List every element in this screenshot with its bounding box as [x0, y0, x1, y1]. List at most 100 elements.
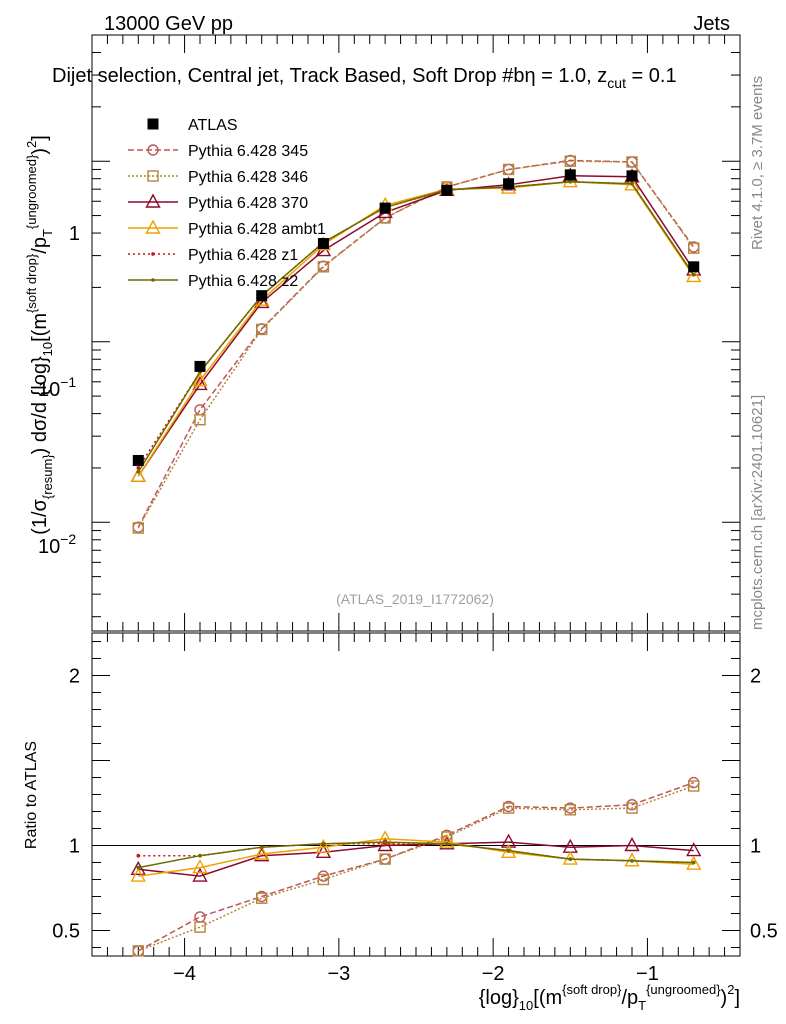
series-line-ratio [138, 841, 694, 877]
data-point-ratio [686, 855, 702, 870]
main-y-tick-label-0.01: 10−2 [38, 531, 76, 558]
data-point-ratio [686, 842, 702, 857]
data-point-ratio [500, 833, 517, 848]
ratio-y-tick-label: 0.5 [52, 921, 80, 943]
ratio-y-axis-label: Ratio to ATLAS [23, 741, 40, 849]
data-point-main [564, 155, 576, 167]
data-point-ratio [194, 921, 206, 933]
data-point-ratio [130, 860, 146, 875]
data-point-ratio [194, 911, 206, 923]
main-y-axis-label: (1/σ{resum}) dσ/d {log}10[(m{soft drop}/… [24, 135, 55, 535]
x-tick-label: −3 [327, 963, 350, 985]
data-point-main [130, 467, 146, 482]
data-point-main [192, 375, 208, 391]
ratio-y-axis: 0.5 0.5 1 1 2 2 [52, 641, 778, 948]
legend-item: ATLAS [147, 117, 238, 134]
legend-marker [151, 278, 155, 282]
data-point-ratio [198, 853, 202, 858]
atlas-data-point [132, 454, 144, 466]
x-axis: −4 −3 −2 −1 [91, 35, 726, 985]
data-point-main [254, 294, 270, 309]
ratio-plot-frame [91, 632, 741, 957]
legend-marker [147, 144, 159, 156]
data-point-main [136, 470, 141, 474]
series-atlas [132, 169, 700, 466]
data-point-ratio [132, 945, 144, 957]
data-point-ratio [630, 859, 634, 863]
data-point-ratio [136, 853, 141, 858]
series-line-main [137, 159, 695, 528]
legend-item: Pythia 6.428 345 [128, 143, 308, 160]
legend-marker [145, 193, 161, 208]
atlas-data-point [379, 202, 391, 214]
ratio-y-tick-label-right: 1 [750, 836, 761, 858]
legend-label: Pythia 6.428 ambt1 [188, 221, 326, 238]
data-point-ratio [691, 860, 696, 865]
data-point-ratio [624, 852, 640, 867]
legend-marker [147, 118, 159, 130]
series-line-main [137, 175, 695, 477]
legend-marker [151, 252, 155, 256]
rivet-version-label: Rivet 4.1.0, ≥ 3.7M events [749, 76, 766, 250]
data-point-main [562, 173, 578, 188]
data-point-main [630, 181, 634, 186]
data-point-main [194, 414, 206, 426]
data-point-ratio [256, 892, 268, 904]
series-line-ratio [138, 785, 694, 952]
series-1 [132, 155, 700, 957]
data-point-ratio [624, 837, 640, 852]
data-point-main [688, 242, 700, 254]
legend-item: Pythia 6.428 346 [128, 169, 308, 186]
legend: ATLAS Pythia 6.428 345 Pythia 6.428 346 Pyt… [128, 117, 326, 290]
data-point-ratio [502, 802, 515, 814]
x-tick-label: −4 [173, 963, 196, 985]
legend-item: Pythia 6.428 ambt1 [128, 219, 326, 238]
series-line-ratio [137, 781, 694, 952]
header-energy: 13000 GeV pp [104, 13, 233, 35]
ratio-y-tick-label-right: 0.5 [750, 921, 778, 943]
x-axis-label: {log}10[(m{soft drop}/pT{ungroomed})2] [479, 982, 740, 1013]
series-line-main [137, 180, 695, 473]
legend-label: ATLAS [188, 117, 238, 134]
data-point-main [568, 179, 573, 184]
legend-label: Pythia 6.428 346 [188, 169, 308, 186]
data-point-ratio [315, 838, 332, 853]
data-point-ratio [439, 833, 455, 848]
atlas-data-point [256, 290, 268, 302]
data-point-main [132, 522, 144, 534]
main-y-tick-label-0.1: 10−1 [38, 374, 76, 401]
data-point-main [626, 156, 638, 168]
ratio-y-tick-label-right: 2 [750, 666, 761, 688]
data-point-main [136, 466, 141, 470]
legend-label: Pythia 6.428 z2 [188, 273, 298, 290]
data-point-ratio [130, 867, 146, 882]
data-point-main [194, 404, 206, 416]
ratio-y-tick-label: 1 [69, 836, 80, 858]
header-process: Jets [693, 13, 730, 35]
legend-item: Pythia 6.428 370 [128, 193, 308, 212]
main-y-axis [92, 34, 740, 618]
atlas-data-point [564, 169, 576, 181]
data-point-ratio [626, 802, 638, 814]
atlas-data-point [503, 178, 515, 190]
atlas-data-point [441, 184, 453, 196]
chart-title: Dijet selection, Central jet, Track Base… [52, 65, 677, 91]
atlas-data-point [688, 261, 700, 273]
data-point-ratio [192, 859, 208, 874]
data-point-ratio [379, 853, 391, 865]
data-point-ratio [192, 867, 208, 882]
data-point-ratio [688, 780, 700, 792]
ratio-y-tick-label: 2 [69, 666, 80, 688]
data-point-ratio [136, 865, 141, 870]
x-tick-label: −1 [636, 963, 659, 985]
atlas-data-point [194, 360, 206, 372]
data-point-main [192, 372, 208, 387]
data-point-main [317, 261, 330, 273]
data-point-ratio [383, 840, 387, 844]
main-y-tick-label-1: 1 [69, 223, 80, 245]
series-line-ratio [138, 841, 694, 869]
data-point-main [691, 272, 696, 277]
legend-label: Pythia 6.428 370 [188, 195, 308, 212]
data-point-main [502, 163, 515, 176]
